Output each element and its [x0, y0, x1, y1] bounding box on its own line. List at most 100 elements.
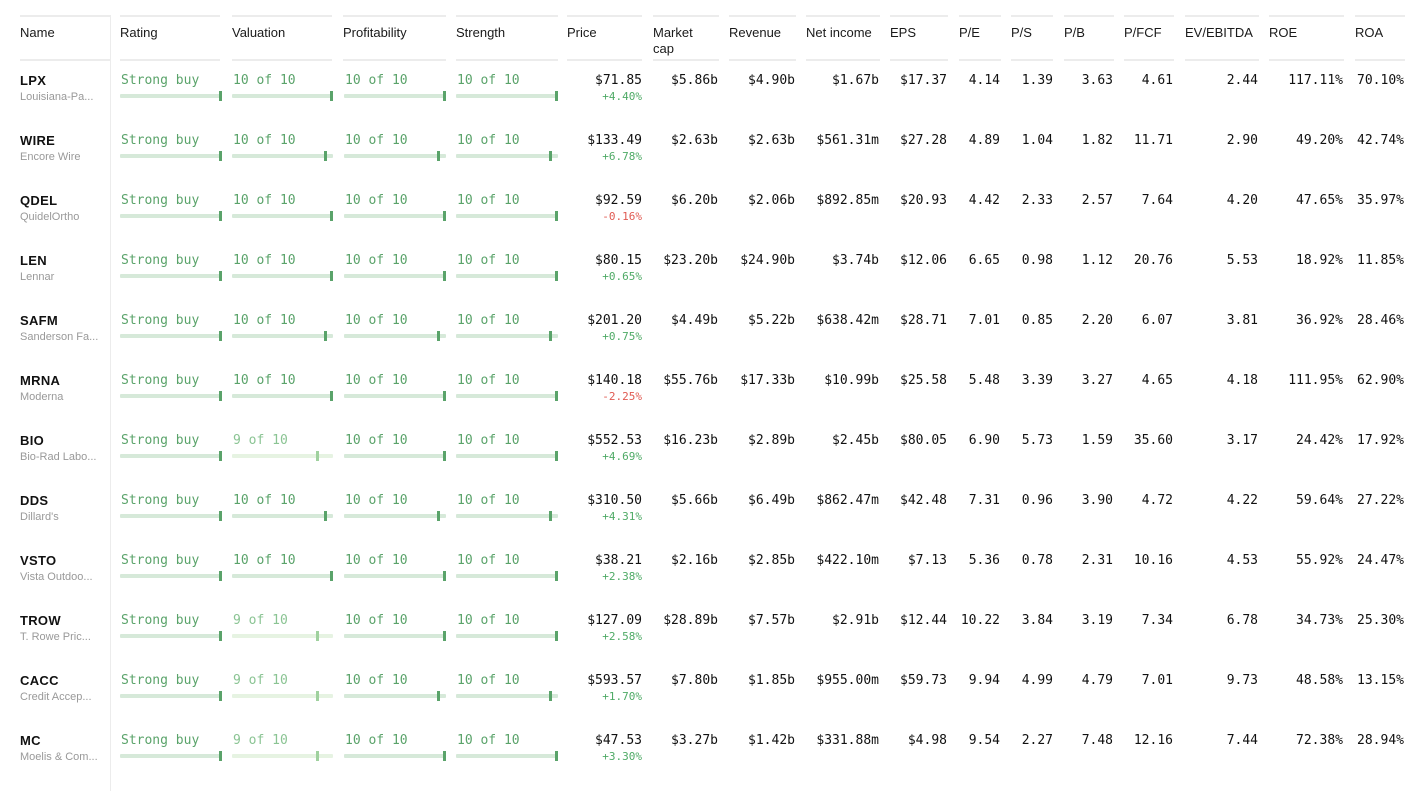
profitability-score-marker [437, 151, 440, 161]
ps-cell: 2.33 [1021, 193, 1053, 208]
price-cell: $552.53 [587, 433, 642, 448]
ev-ebitda-cell: 2.90 [1226, 133, 1258, 148]
ev-ebitda-cell: 4.18 [1226, 373, 1258, 388]
table-row[interactable]: WIRE Encore Wire Strong buy 10 of 10 10 of 1… [0, 122, 1424, 182]
col-header-ps[interactable]: P/S [1011, 15, 1053, 61]
valuation-score-bar [232, 391, 333, 401]
market-cap-cell: $7.80b [671, 673, 718, 688]
valuation-score-bar [232, 631, 333, 641]
name-column-divider [110, 15, 111, 791]
pe-cell: 7.01 [968, 313, 1000, 328]
col-header-rating[interactable]: Rating [120, 15, 220, 61]
col-header-valuation[interactable]: Valuation [232, 15, 332, 61]
ticker-symbol[interactable]: CACC [20, 673, 59, 688]
valuation-score-marker [330, 91, 333, 101]
col-header-net-income[interactable]: Net income [806, 15, 880, 61]
table-row[interactable]: DDS Dillard's Strong buy 10 of 10 10 of 10 10… [0, 482, 1424, 542]
table-row[interactable]: TROW T. Rowe Pric... Strong buy 9 of 10 10 o… [0, 602, 1424, 662]
company-name: Vista Outdoo... [20, 571, 93, 583]
ticker-symbol[interactable]: WIRE [20, 133, 56, 148]
ticker-symbol[interactable]: VSTO [20, 553, 57, 568]
ticker-symbol[interactable]: SAFM [20, 313, 59, 328]
col-header-pb[interactable]: P/B [1064, 15, 1114, 61]
eps-cell: $17.37 [900, 73, 947, 88]
pfcf-cell: 7.01 [1141, 673, 1173, 688]
revenue-cell: $5.22b [748, 313, 795, 328]
col-header-strength[interactable]: Strength [456, 15, 558, 61]
rating-label: Strong buy [121, 73, 200, 88]
rating-label: Strong buy [121, 253, 200, 268]
ticker-symbol[interactable]: LPX [20, 73, 47, 88]
profitability-score-bar [344, 631, 446, 641]
net-income-cell: $2.91b [832, 613, 879, 628]
net-income-cell: $3.74b [832, 253, 879, 268]
market-cap-cell: $2.16b [671, 553, 718, 568]
valuation-score-bar [232, 511, 333, 521]
table-row[interactable]: LPX Louisiana-Pa... Strong buy 10 of 10 10 o… [0, 62, 1424, 122]
rating-label: Strong buy [121, 553, 200, 568]
price-cell: $127.09 [587, 613, 642, 628]
valuation-score-label: 9 of 10 [233, 673, 288, 688]
valuation-score-marker [316, 691, 319, 701]
col-header-pfcf[interactable]: P/FCF [1124, 15, 1174, 61]
strength-score-label: 10 of 10 [457, 493, 520, 508]
ticker-symbol[interactable]: LEN [20, 253, 47, 268]
eps-cell: $20.93 [900, 193, 947, 208]
rating-bar [120, 331, 222, 341]
company-name: Lennar [20, 271, 55, 283]
table-row[interactable]: QDEL QuidelOrtho Strong buy 10 of 10 10 of 1… [0, 182, 1424, 242]
col-header-roe[interactable]: ROE [1269, 15, 1344, 61]
strength-score-marker [555, 751, 558, 761]
ticker-symbol[interactable]: DDS [20, 493, 49, 508]
profitability-score-marker [443, 571, 446, 581]
pb-cell: 7.48 [1081, 733, 1113, 748]
col-header-profitability[interactable]: Profitability [343, 15, 446, 61]
pe-cell: 4.42 [968, 193, 1000, 208]
table-row[interactable]: BIO Bio-Rad Labo... Strong buy 9 of 10 10 of… [0, 422, 1424, 482]
rating-bar [120, 691, 222, 701]
col-header-price[interactable]: Price [567, 15, 642, 61]
ticker-symbol[interactable]: MC [20, 733, 41, 748]
col-header-roa[interactable]: ROA [1355, 15, 1405, 61]
col-header-name[interactable]: Name [20, 15, 110, 61]
ticker-symbol[interactable]: TROW [20, 613, 61, 628]
table-row[interactable]: LEN Lennar Strong buy 10 of 10 10 of 10 10 of… [0, 242, 1424, 302]
valuation-score-label: 10 of 10 [233, 253, 296, 268]
ticker-symbol[interactable]: QDEL [20, 193, 58, 208]
ticker-symbol[interactable]: BIO [20, 433, 45, 448]
rating-bar-marker [219, 391, 222, 401]
net-income-cell: $422.10m [816, 553, 879, 568]
valuation-score-label: 10 of 10 [233, 73, 296, 88]
roa-cell: 28.94% [1357, 733, 1404, 748]
col-header-ev-ebitda[interactable]: EV/EBITDA [1185, 15, 1259, 61]
rating-bar [120, 571, 222, 581]
col-header-market-cap[interactable]: Market cap [653, 15, 719, 61]
valuation-score-label: 10 of 10 [233, 193, 296, 208]
strength-score-marker [555, 391, 558, 401]
table-row[interactable]: MC Moelis & Com... Strong buy 9 of 10 10 of … [0, 722, 1424, 782]
table-row[interactable]: VSTO Vista Outdoo... Strong buy 10 of 10 10 … [0, 542, 1424, 602]
profitability-score-marker [443, 211, 446, 221]
ticker-symbol[interactable]: MRNA [20, 373, 61, 388]
table-row[interactable]: MRNA Moderna Strong buy 10 of 10 10 of 10 10 … [0, 362, 1424, 422]
price-change: +6.78% [602, 150, 642, 163]
rating-label: Strong buy [121, 313, 200, 328]
col-header-pe[interactable]: P/E [959, 15, 1001, 61]
pb-cell: 3.27 [1081, 373, 1113, 388]
profitability-score-label: 10 of 10 [345, 613, 408, 628]
roe-cell: 59.64% [1296, 493, 1343, 508]
roe-cell: 117.11% [1288, 73, 1343, 88]
strength-score-label: 10 of 10 [457, 373, 520, 388]
ev-ebitda-cell: 5.53 [1226, 253, 1258, 268]
table-row[interactable]: CACC Credit Accep... Strong buy 9 of 10 10 o… [0, 662, 1424, 722]
profitability-score-marker [443, 271, 446, 281]
rating-bar [120, 751, 222, 761]
pe-cell: 6.90 [968, 433, 1000, 448]
profitability-score-marker [437, 331, 440, 341]
table-row[interactable]: SAFM Sanderson Fa... Strong buy 10 of 10 10 … [0, 302, 1424, 362]
col-header-eps[interactable]: EPS [890, 15, 948, 61]
valuation-score-label: 10 of 10 [233, 553, 296, 568]
col-header-revenue[interactable]: Revenue [729, 15, 796, 61]
price-change: +0.65% [602, 270, 642, 283]
valuation-score-marker [324, 151, 327, 161]
